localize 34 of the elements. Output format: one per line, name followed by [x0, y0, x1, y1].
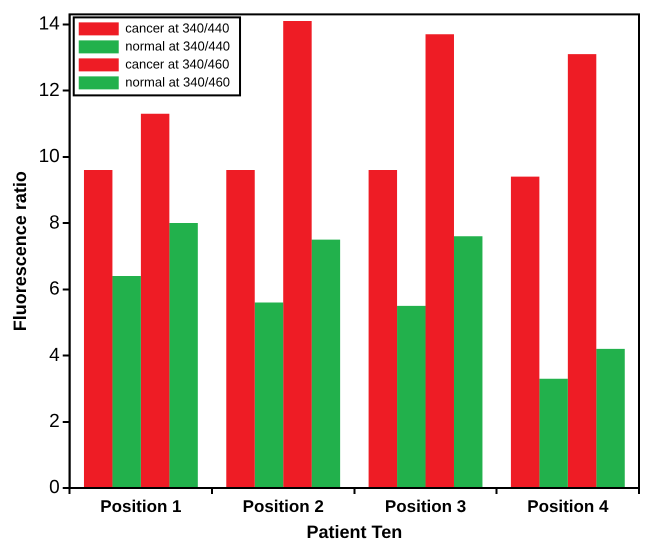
- y-tick-label: 0: [49, 477, 60, 498]
- y-tick-label: 2: [49, 410, 60, 432]
- x-tick-label: Position 3: [384, 496, 466, 516]
- y-tick-label: 6: [49, 278, 60, 300]
- bar: [226, 170, 255, 487]
- x-axis-title: Patient Ten: [306, 522, 402, 542]
- bar: [426, 34, 454, 487]
- bar: [112, 276, 141, 487]
- x-tick-label: Position 1: [100, 496, 182, 516]
- legend-label: normal at 340/440: [125, 38, 230, 54]
- bar: [596, 348, 625, 487]
- bar: [539, 378, 568, 487]
- bar: [510, 176, 540, 487]
- y-tick-label: 14: [38, 14, 60, 35]
- y-tick-label: 4: [49, 344, 60, 366]
- y-axis-title: Fluorescence ratio: [10, 171, 30, 332]
- y-tick-label: 10: [38, 146, 60, 168]
- legend-label: normal at 340/460: [125, 74, 230, 90]
- bar: [169, 223, 198, 487]
- bar: [368, 170, 398, 487]
- bar: [84, 170, 112, 487]
- y-tick-label: 12: [38, 80, 60, 101]
- x-tick-label: Position 4: [527, 496, 609, 516]
- legend-label: cancer at 340/460: [125, 56, 230, 72]
- bar: [397, 306, 426, 487]
- x-tick-label: Position 2: [242, 496, 324, 516]
- bar: [568, 54, 596, 487]
- y-tick-label: 8: [49, 212, 60, 234]
- legend-label: cancer at 340/440: [125, 20, 230, 36]
- bar: [283, 21, 312, 487]
- bar: [254, 302, 284, 487]
- bar: [312, 240, 340, 487]
- bar: [140, 114, 170, 487]
- bar: [454, 236, 482, 487]
